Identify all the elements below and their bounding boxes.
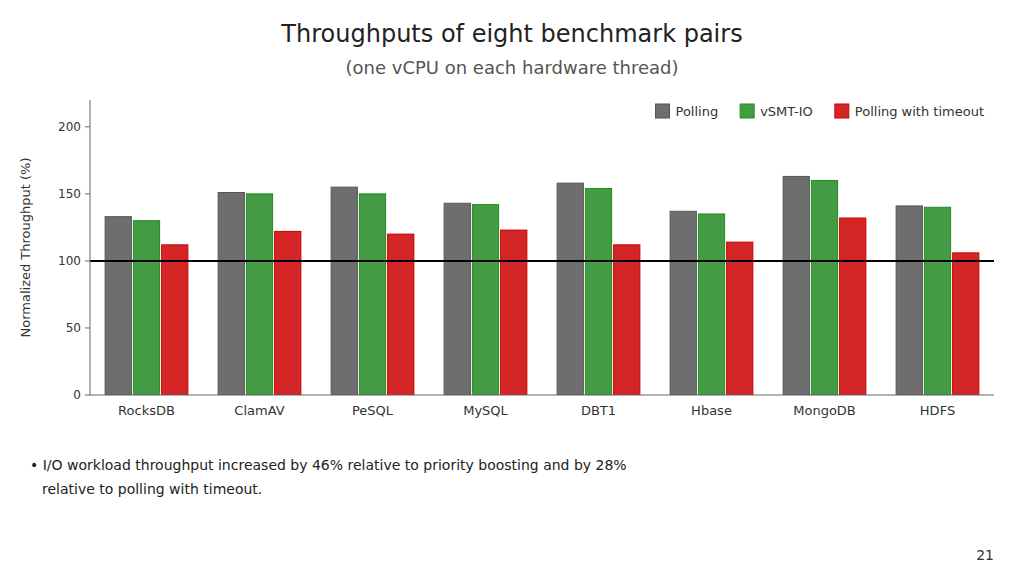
legend-item: vSMT-IO: [740, 104, 813, 119]
y-tick: [85, 126, 90, 127]
legend-label: Polling: [676, 104, 719, 119]
legend-swatch: [740, 104, 754, 118]
title: Throughputs of eight benchmark pairs: [280, 20, 742, 48]
legend-swatch: [656, 104, 670, 118]
bar: [953, 253, 979, 395]
legend-label: Polling with timeout: [855, 104, 984, 119]
x-tick-label: DBT1: [581, 403, 616, 418]
x-axis: [90, 395, 994, 396]
bar: [105, 217, 131, 395]
bar: [924, 207, 950, 395]
y-tick-label: 50: [66, 321, 81, 335]
bar: [614, 245, 640, 395]
x-tick-label: Hbase: [691, 403, 732, 418]
y-tick-label: 0: [73, 388, 81, 402]
bar: [501, 230, 527, 395]
x-tick-label: HDFS: [920, 403, 955, 418]
y-tick: [85, 395, 90, 396]
bar: [331, 187, 357, 395]
legend-item: Polling with timeout: [835, 104, 984, 119]
footnote: • I/O workload throughput increased by 4…: [30, 457, 627, 473]
bar: [133, 221, 159, 395]
bar: [246, 194, 272, 395]
x-tick-label: MongoDB: [793, 403, 856, 418]
bar: [727, 242, 753, 395]
footnote: relative to polling with timeout.: [42, 481, 262, 497]
x-tick-label: PeSQL: [352, 403, 394, 418]
bar: [585, 189, 611, 396]
y-tick: [85, 193, 90, 194]
subtitle: (one vCPU on each hardware thread): [345, 57, 678, 78]
y-tick-label: 200: [58, 120, 81, 134]
bar: [783, 176, 809, 395]
bar: [162, 245, 188, 395]
chart-svg: Throughputs of eight benchmark pairs (one…: [0, 0, 1024, 576]
bar: [840, 218, 866, 395]
bar: [670, 211, 696, 395]
bar: [444, 203, 470, 395]
x-tick-label: RocksDB: [118, 403, 175, 418]
legend-item: Polling: [656, 104, 719, 119]
y-tick-label: 100: [58, 254, 81, 268]
bar: [218, 193, 244, 395]
y-axis: [90, 100, 91, 395]
bar: [698, 214, 724, 395]
bar: [896, 206, 922, 395]
bar: [472, 205, 498, 395]
bar: [557, 183, 583, 395]
y-axis-label: Normalized Throughput (%): [18, 158, 33, 338]
legend-label: vSMT-IO: [760, 104, 813, 119]
y-tick: [85, 260, 90, 261]
slide-number: 21: [976, 547, 994, 563]
bar: [359, 194, 385, 395]
bar: [811, 180, 837, 395]
bar: [275, 231, 301, 395]
reference-line: [90, 260, 994, 262]
y-tick-label: 150: [58, 187, 81, 201]
y-tick: [85, 327, 90, 328]
legend-swatch: [835, 104, 849, 118]
bar: [388, 234, 414, 395]
x-tick-label: ClamAV: [234, 403, 284, 418]
legend: Polling vSMT-IO Polling with timeout: [656, 104, 985, 119]
x-tick-label: MySQL: [463, 403, 508, 418]
bars: [90, 176, 994, 395]
